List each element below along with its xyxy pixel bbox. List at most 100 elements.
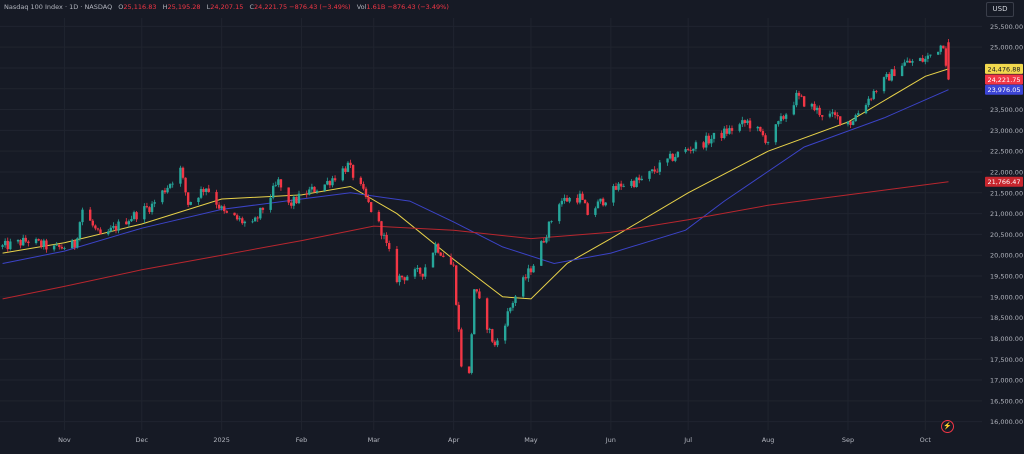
candle-body (766, 142, 770, 144)
price-label-box (985, 84, 1023, 95)
candle-body (380, 221, 383, 236)
candle-body (473, 289, 476, 335)
candle-body (759, 126, 762, 132)
candle-body (514, 296, 517, 303)
candle-body (184, 177, 187, 193)
candle-body (243, 221, 247, 224)
candle-body (743, 120, 747, 124)
candle-body (560, 200, 564, 205)
candle-body (903, 62, 906, 66)
candle-body (828, 113, 832, 117)
symbol-label[interactable]: Nasdaq 100 Index · 1D · NASDAQ (4, 3, 113, 11)
candle-body (24, 237, 27, 242)
candle-body (485, 298, 489, 330)
candle-body (851, 121, 855, 125)
candle-body (800, 95, 803, 97)
candle-body (259, 207, 262, 219)
candle-body (493, 341, 497, 346)
candle-body (6, 240, 9, 250)
candle-body (854, 115, 857, 122)
vol-value: 1.61B (366, 3, 386, 11)
lightning-icon[interactable]: ⚡ (941, 420, 954, 433)
candle-body (818, 107, 821, 116)
candle-body (73, 240, 76, 248)
candle-body (846, 121, 850, 125)
candle-body (382, 234, 386, 236)
candle-body (506, 311, 509, 326)
candle-body (413, 269, 417, 277)
x-tick-label: Feb (296, 436, 308, 444)
price-label: 21,766.47 (987, 178, 1020, 186)
candle-body (19, 239, 22, 246)
candle-body (181, 167, 185, 178)
candle-body (820, 115, 824, 117)
candle-body (323, 184, 326, 191)
candle-body (99, 229, 102, 235)
candle-body (599, 198, 602, 202)
candle-body (400, 275, 404, 278)
candle-body (416, 267, 419, 270)
candle-body (189, 202, 192, 205)
candle-body (924, 58, 927, 62)
candle-body (76, 238, 79, 248)
candle-body (550, 221, 553, 222)
candle-body (725, 128, 729, 134)
candle-body (452, 264, 455, 266)
high-value: 25,195.28 (167, 3, 201, 11)
candle-body (457, 304, 460, 330)
x-tick-label: Oct (920, 436, 932, 444)
candle-body (81, 209, 84, 223)
candle-body (864, 105, 868, 114)
y-tick-label: 18,500.00 (990, 314, 1023, 322)
x-tick-label: Jul (683, 436, 692, 444)
candle-body (810, 103, 814, 107)
candle-body (313, 186, 316, 193)
candle-body (3, 240, 7, 246)
candle-body (94, 225, 97, 229)
candle-body (63, 248, 66, 249)
candle-body (888, 74, 891, 81)
y-tick-label: 23,000.00 (990, 127, 1023, 135)
candle-body (215, 191, 218, 205)
candle-body (385, 234, 388, 244)
candle-body (150, 203, 154, 213)
candle-body (777, 121, 780, 125)
candle-body (635, 177, 638, 187)
candle-body (308, 189, 311, 195)
candle-body (929, 54, 932, 56)
series-line-1 (2, 89, 949, 265)
candle-body (496, 340, 499, 346)
vol-label: Vol (356, 3, 367, 11)
candle-body (563, 197, 566, 201)
candle-body (885, 74, 888, 78)
candle-body (872, 91, 875, 99)
candle-body (684, 149, 687, 152)
candle-body (522, 277, 525, 297)
candle-body (367, 197, 370, 203)
y-tick-label: 21,500.00 (990, 189, 1023, 197)
candle-body (802, 96, 806, 107)
y-tick-label: 19,500.00 (990, 273, 1023, 281)
candle-body (491, 329, 494, 342)
candle-body (166, 187, 169, 193)
y-tick-label: 25,500.00 (990, 23, 1023, 31)
candle-body (315, 190, 319, 193)
candle-body (269, 197, 272, 210)
candle-body (261, 207, 265, 210)
candle-body (202, 189, 205, 192)
candle-body (578, 193, 582, 203)
candle-body (418, 267, 422, 274)
currency-button[interactable]: USD (986, 2, 1014, 17)
candle-body (207, 188, 210, 192)
candle-body (921, 58, 924, 62)
candle-body (540, 241, 543, 266)
price-label: 24,476.88 (987, 65, 1020, 73)
candle-body (792, 105, 796, 115)
candle-body (256, 217, 259, 219)
candle-body (836, 115, 839, 117)
candle-body (619, 183, 623, 187)
candle-body (403, 277, 406, 281)
